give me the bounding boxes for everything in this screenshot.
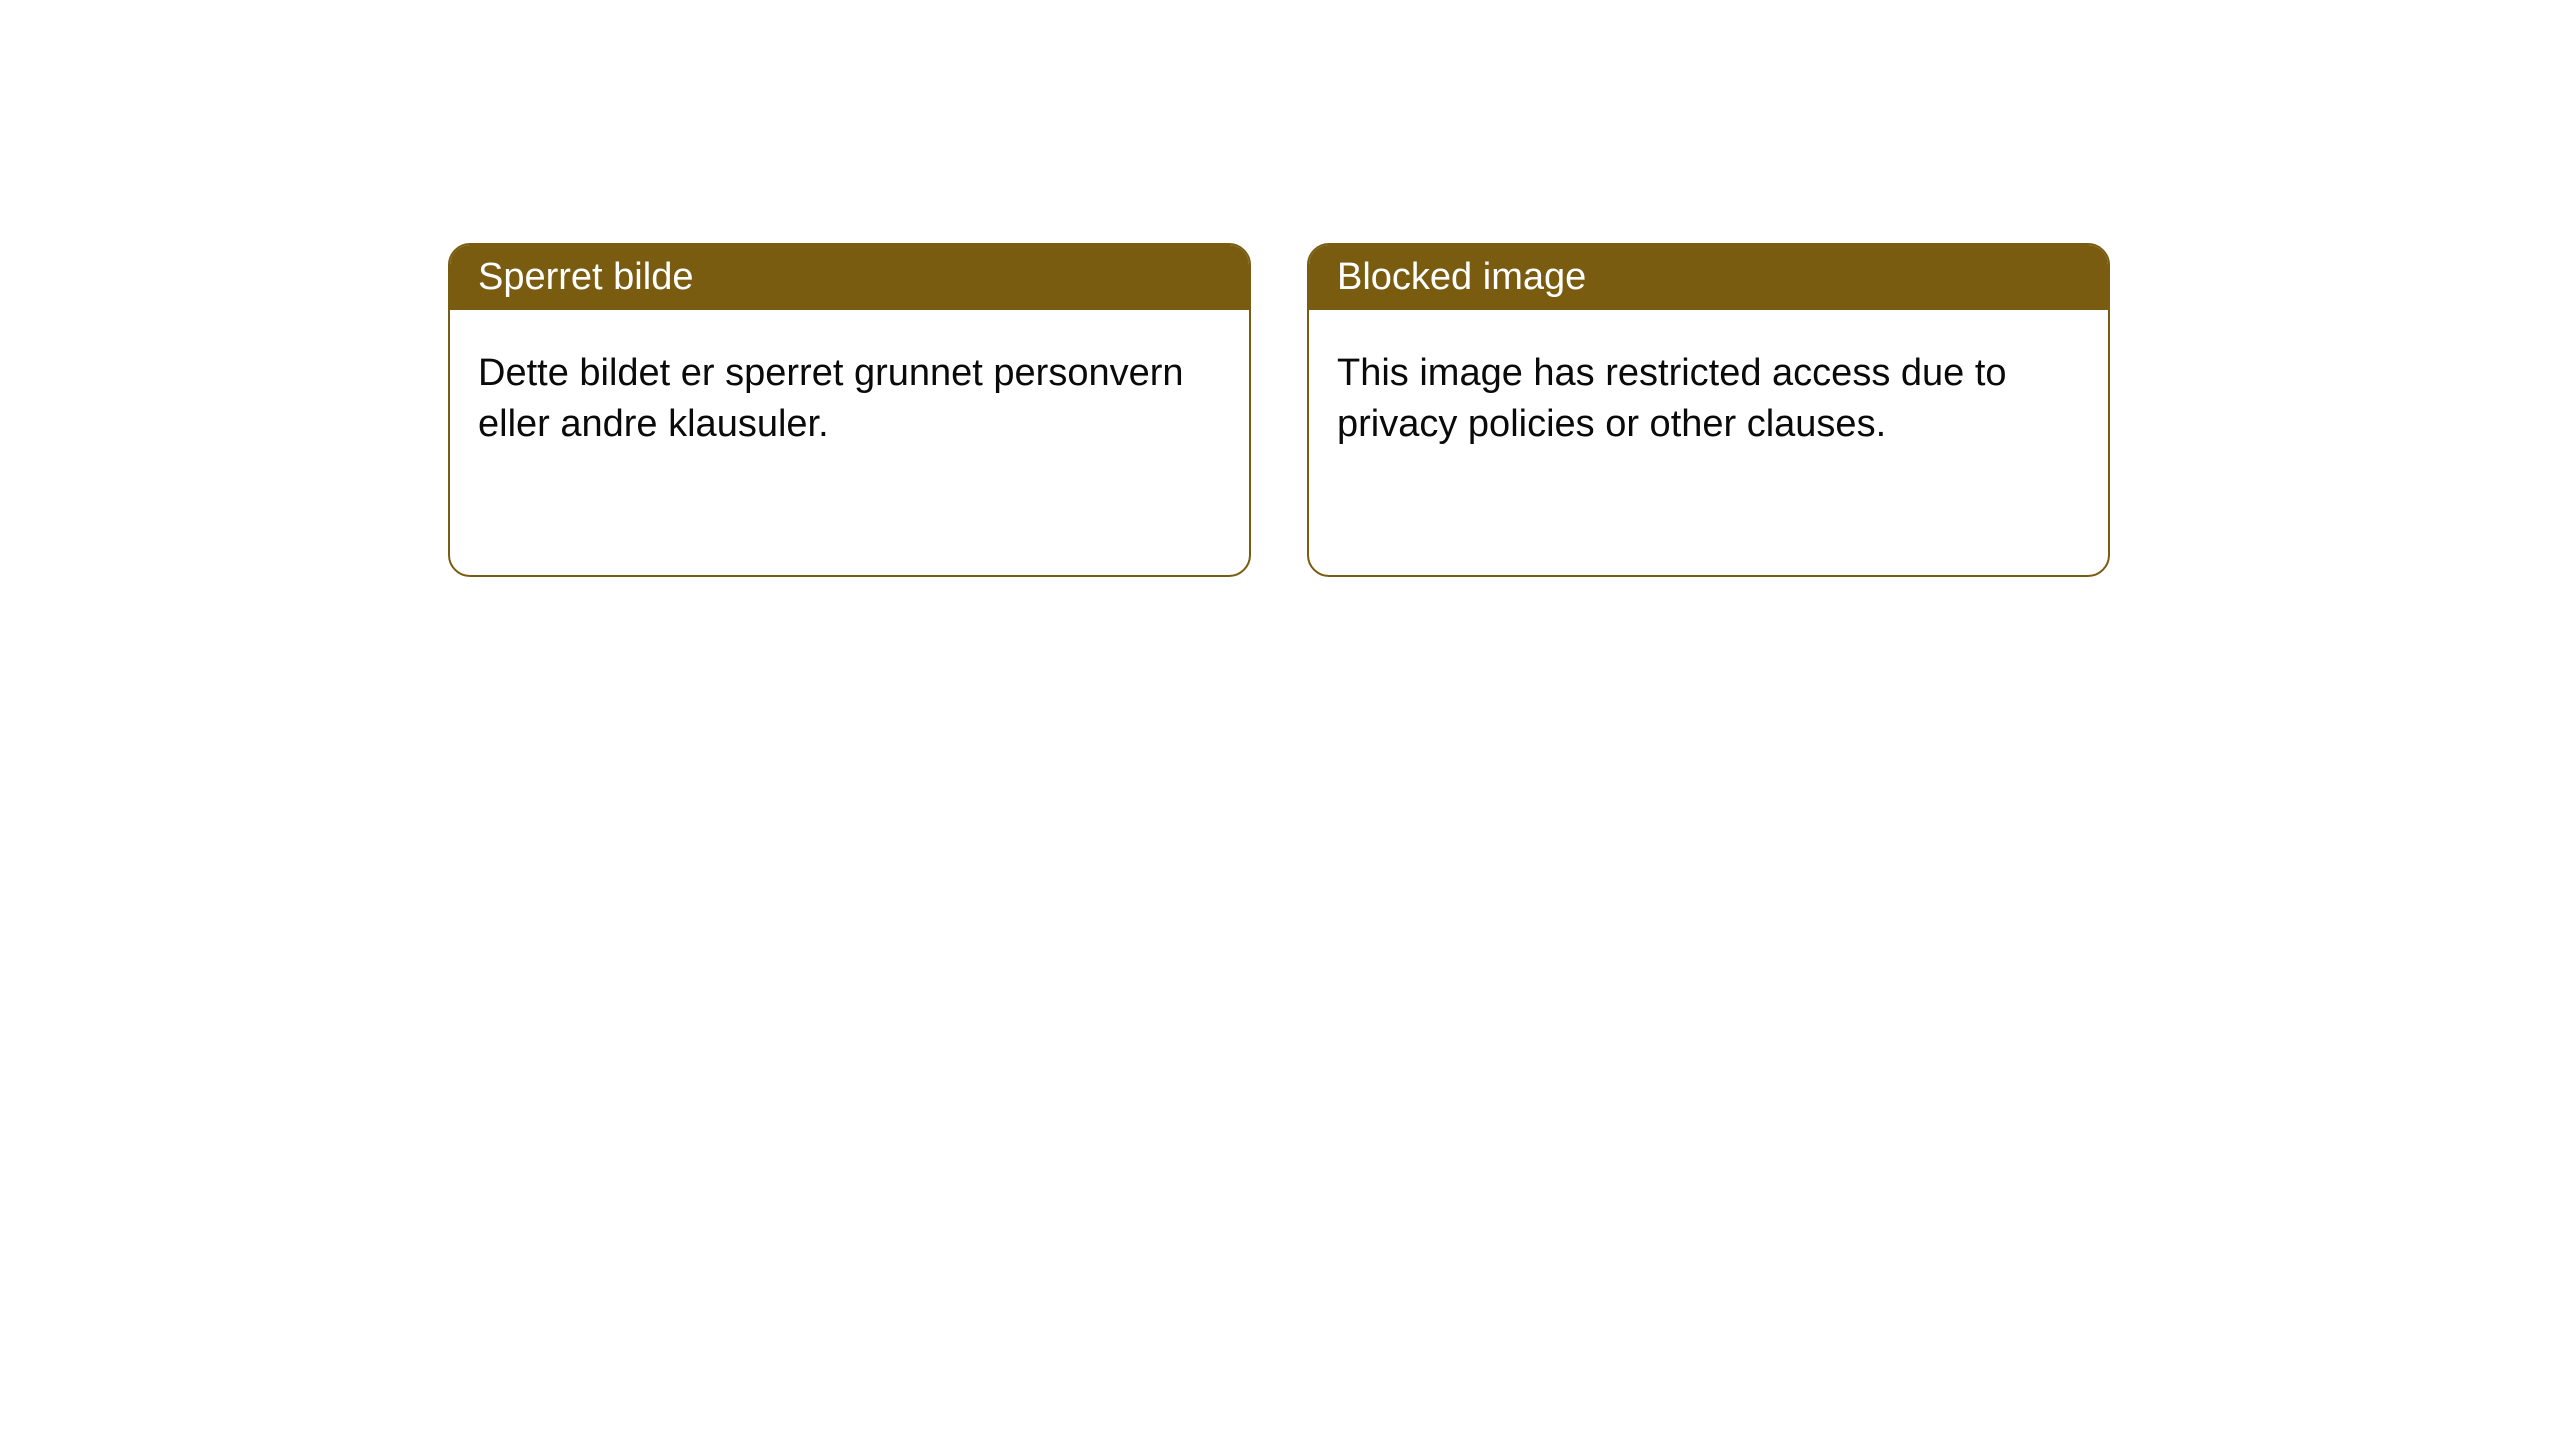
notice-card-norwegian: Sperret bilde Dette bildet er sperret gr… [448, 243, 1251, 577]
notice-title: Sperret bilde [478, 256, 693, 298]
notice-card-header: Sperret bilde [450, 245, 1249, 310]
notice-message: Dette bildet er sperret grunnet personve… [478, 352, 1184, 445]
notice-card-body: This image has restricted access due to … [1309, 310, 2108, 489]
notice-container: Sperret bilde Dette bildet er sperret gr… [0, 0, 2560, 577]
notice-card-body: Dette bildet er sperret grunnet personve… [450, 310, 1249, 489]
notice-message: This image has restricted access due to … [1337, 352, 2007, 445]
notice-card-header: Blocked image [1309, 245, 2108, 310]
notice-title: Blocked image [1337, 256, 1586, 298]
notice-card-english: Blocked image This image has restricted … [1307, 243, 2110, 577]
